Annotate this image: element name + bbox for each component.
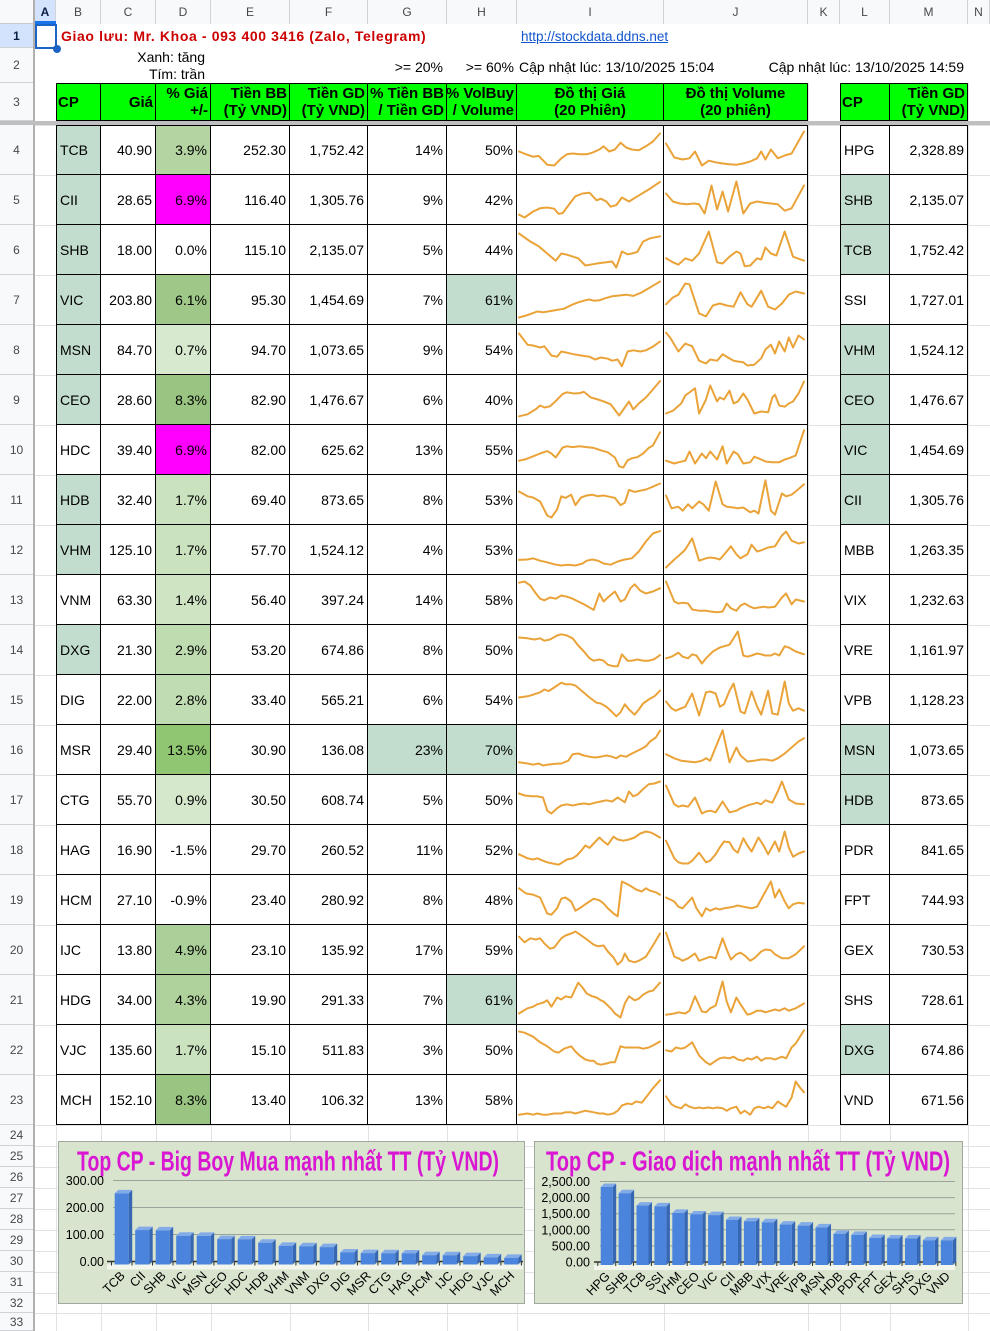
svg-text:2,500.00: 2,500.00	[541, 1175, 590, 1189]
svg-text:2,000.00: 2,000.00	[541, 1191, 590, 1205]
svg-text:200.00: 200.00	[66, 1201, 104, 1215]
svg-text:0.00: 0.00	[80, 1255, 104, 1269]
svg-text:1,000.00: 1,000.00	[541, 1223, 590, 1237]
svg-text:Top CP - Big Boy Mua mạnh nhất: Top CP - Big Boy Mua mạnh nhất TT (Tỷ VN…	[77, 1146, 499, 1177]
svg-text:1,500.00: 1,500.00	[541, 1207, 590, 1221]
svg-text:500.00: 500.00	[552, 1239, 590, 1253]
svg-text:100.00: 100.00	[66, 1228, 104, 1242]
svg-text:0.00: 0.00	[566, 1256, 590, 1270]
svg-text:Top CP - Giao dịch mạnh nhất T: Top CP - Giao dịch mạnh nhất TT (Tỷ VND)	[546, 1146, 950, 1177]
svg-text:300.00: 300.00	[66, 1174, 104, 1188]
